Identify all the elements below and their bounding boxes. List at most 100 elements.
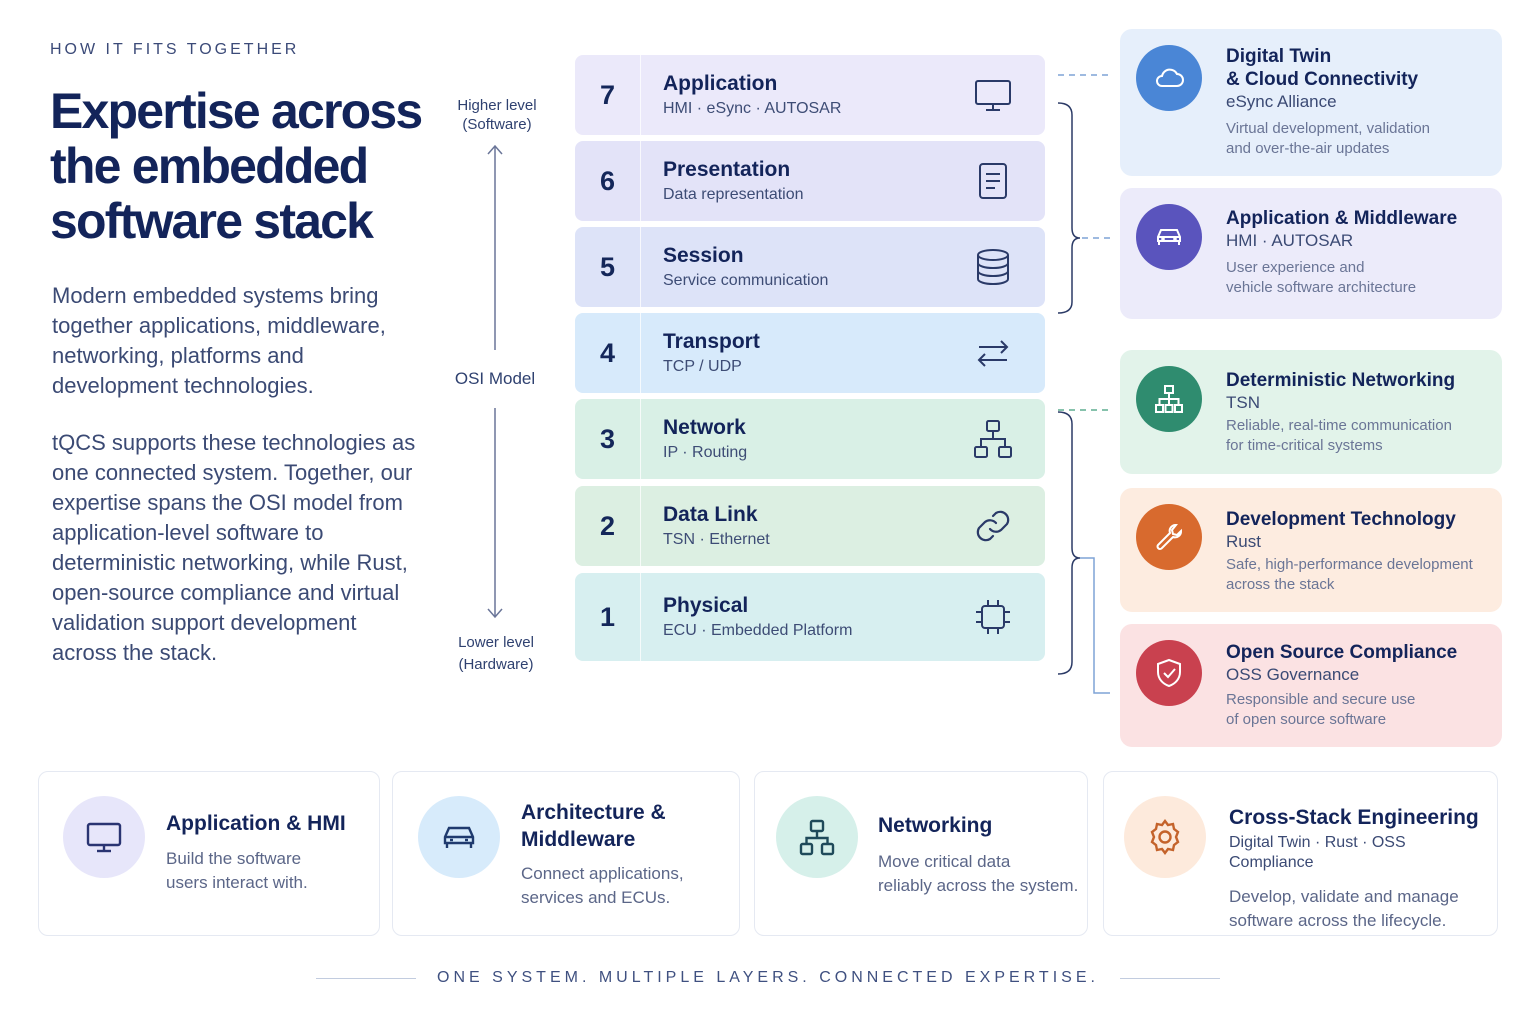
capability-title-line: Architecture & <box>521 801 666 824</box>
capability-card-cross-stack[interactable]: Cross-Stack Engineering Digital Twin · R… <box>1103 771 1498 936</box>
layer-number: 7 <box>575 55 641 135</box>
capability-description: Develop, validate and manage software ac… <box>1229 885 1494 933</box>
card-deterministic-networking[interactable]: Deterministic Networking TSN Reliable, r… <box>1120 350 1502 474</box>
layer-name: Session <box>663 243 744 267</box>
capability-description: Move critical data reliably across the s… <box>878 850 1083 898</box>
card-application-middleware[interactable]: Application & Middleware HMI · AUTOSAR U… <box>1120 188 1502 319</box>
card-desc-line: Responsible and secure use <box>1226 691 1416 708</box>
card-description: Safe, high-performance development acros… <box>1226 555 1492 595</box>
car-icon <box>418 796 500 878</box>
card-description: Responsible and secure use of open sourc… <box>1226 690 1492 730</box>
osi-axis-arrows <box>487 144 503 619</box>
layer-name: Network <box>663 415 746 439</box>
document-icon <box>971 159 1015 203</box>
page-title: Expertise across the embedded software s… <box>50 84 450 249</box>
capability-description: Connect applications, services and ECUs. <box>521 862 731 910</box>
card-subtitle: Rust <box>1226 532 1261 551</box>
osi-layer-4[interactable]: 4 Transport TCP / UDP <box>575 313 1045 393</box>
card-desc-line: Safe, high-performance development <box>1226 556 1473 573</box>
capability-desc-line: services and ECUs. <box>521 888 671 907</box>
osi-layer-5[interactable]: 5 Session Service communication <box>575 227 1045 307</box>
osi-layer-2[interactable]: 2 Data Link TSN · Ethernet <box>575 486 1045 566</box>
card-description: User experience and vehicle software arc… <box>1226 258 1492 298</box>
card-desc-line: of open source software <box>1226 711 1387 728</box>
osi-layer-1[interactable]: 1 Physical ECU · Embedded Platform <box>575 573 1045 661</box>
card-title: Development Technology <box>1226 509 1456 530</box>
layer-subtitle: Data representation <box>663 185 804 203</box>
layer-name: Transport <box>663 329 760 353</box>
card-desc-line: Reliable, real-time communication <box>1226 417 1452 434</box>
layer-number: 5 <box>575 227 641 307</box>
cloud-icon <box>1136 45 1202 111</box>
layer-subtitle: ECU · Embedded Platform <box>663 621 853 639</box>
card-title: Digital Twin & Cloud Connectivity <box>1226 45 1492 91</box>
layer-subtitle: TSN · Ethernet <box>663 530 770 548</box>
stack-connectors <box>1057 74 1110 694</box>
card-digital-twin[interactable]: Digital Twin & Cloud Connectivity eSync … <box>1120 29 1502 176</box>
capability-title: Application & HMI <box>166 812 346 835</box>
capability-card-architecture-middleware[interactable]: Architecture & Middleware Connect applic… <box>392 771 740 936</box>
footer-divider-left <box>316 978 416 979</box>
layer-subtitle: IP · Routing <box>663 443 748 461</box>
osi-layer-6[interactable]: 6 Presentation Data representation <box>575 141 1045 221</box>
card-description: Reliable, real-time communication for ti… <box>1226 416 1492 456</box>
card-title-line: Digital Twin <box>1226 46 1332 67</box>
capability-description: Build the software users interact with. <box>166 847 371 895</box>
layer-name: Presentation <box>663 157 791 181</box>
gear-icon <box>1124 796 1206 878</box>
capability-desc-line: reliably across the system. <box>878 876 1079 895</box>
osi-layer-3[interactable]: 3 Network IP · Routing <box>575 399 1045 479</box>
title-line: Expertise across <box>50 83 423 139</box>
layer-name: Data Link <box>663 502 758 526</box>
card-subtitle: TSN <box>1226 393 1260 412</box>
footer-tagline: ONE SYSTEM. MULTIPLE LAYERS. CONNECTED E… <box>437 969 1099 986</box>
card-desc-line: for time-critical systems <box>1226 437 1383 454</box>
capability-subtitle: Digital Twin · Rust · OSS Compliance <box>1229 834 1406 871</box>
layer-number: 2 <box>575 486 641 566</box>
database-icon <box>971 245 1015 289</box>
layer-subtitle: TCP / UDP <box>663 357 742 375</box>
axis-top-label: Higher level (Software) <box>437 96 557 134</box>
card-subtitle: OSS Governance <box>1226 665 1360 684</box>
capability-desc-line: users interact with. <box>166 873 308 892</box>
network-icon <box>1136 366 1202 432</box>
title-line: software stack <box>50 193 374 249</box>
axis-top-line: (Software) <box>462 116 532 133</box>
capability-card-networking[interactable]: Networking Move critical data reliably a… <box>754 771 1088 936</box>
card-desc-line: User experience and <box>1226 259 1365 276</box>
shield-check-icon <box>1136 640 1202 706</box>
capability-desc-line: software across the lifecycle. <box>1229 911 1447 930</box>
chip-icon <box>971 595 1015 639</box>
layer-name: Physical <box>663 593 749 617</box>
capability-title: Networking <box>878 814 993 837</box>
layer-name: Application <box>663 71 778 95</box>
card-subtitle: HMI · AUTOSAR <box>1226 231 1354 250</box>
layer-subtitle: Service communication <box>663 271 829 289</box>
card-desc-line: across the stack <box>1226 576 1335 593</box>
intro-paragraph: Modern embedded systems bring together a… <box>52 283 386 398</box>
capability-desc-line: Move critical data <box>878 852 1011 871</box>
capability-card-application-hmi[interactable]: Application & HMI Build the software use… <box>38 771 380 936</box>
axis-bottom-line: (Hardware) <box>458 656 534 673</box>
osi-layer-7[interactable]: 7 Application HMI · eSync · AUTOSAR <box>575 55 1045 135</box>
capability-desc-line: Build the software <box>166 849 302 868</box>
axis-bottom-line: Lower level <box>458 634 534 651</box>
card-subtitle: eSync Alliance <box>1226 92 1337 111</box>
capability-desc-line: Connect applications, <box>521 864 684 883</box>
card-description: Virtual development, validation and over… <box>1226 119 1492 159</box>
layer-number: 3 <box>575 399 641 479</box>
network-icon <box>971 417 1015 461</box>
monitor-icon <box>971 73 1015 117</box>
monitor-icon <box>63 796 145 878</box>
layer-subtitle: HMI · eSync · AUTOSAR <box>663 99 842 117</box>
card-title: Application & Middleware <box>1226 208 1458 229</box>
layer-number: 6 <box>575 141 641 221</box>
capability-title-line: Middleware <box>521 828 636 851</box>
axis-bottom-label: Lower level (Hardware) <box>436 632 556 676</box>
card-desc-line: vehicle software architecture <box>1226 279 1417 296</box>
capability-title: Cross-Stack Engineering <box>1229 806 1479 829</box>
axis-middle-label: OSI Model <box>454 369 536 388</box>
card-open-source-compliance[interactable]: Open Source Compliance OSS Governance Re… <box>1120 624 1502 747</box>
card-development-technology[interactable]: Development Technology Rust Safe, high-p… <box>1120 488 1502 612</box>
network-icon <box>776 796 858 878</box>
